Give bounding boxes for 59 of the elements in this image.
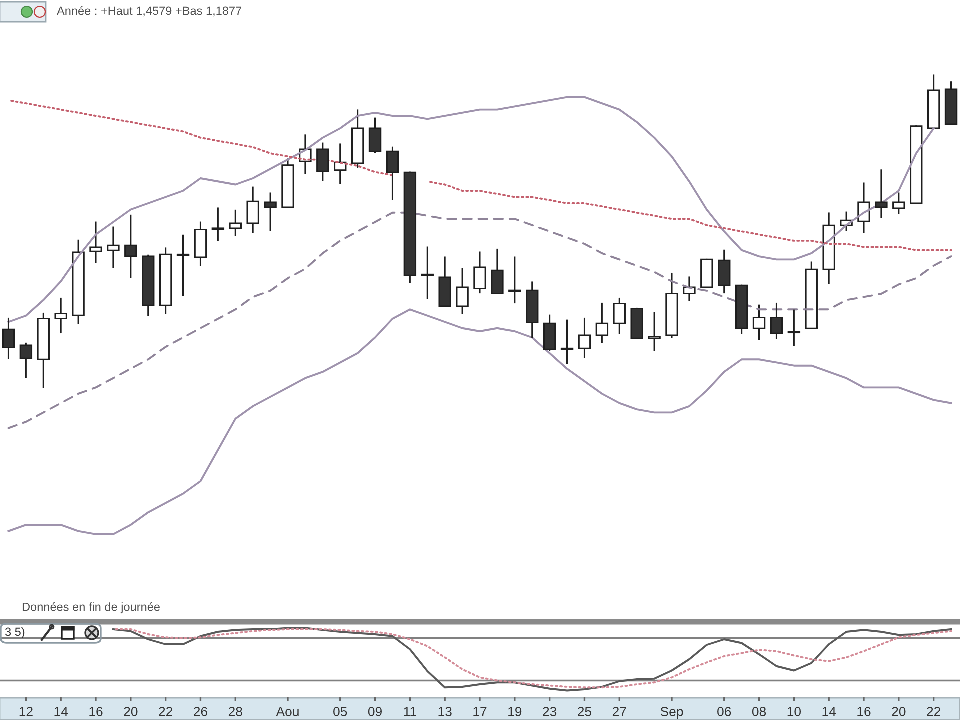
candlestick	[2, 318, 16, 360]
x-tick-label: 23	[543, 707, 557, 716]
x-tick-label: 14	[54, 707, 68, 716]
candlestick	[474, 252, 486, 294]
x-tick-label: 11	[404, 707, 416, 716]
x-tick-label: 20	[892, 707, 906, 716]
candlestick	[858, 182, 870, 234]
chart-title: 3 5)	[5, 627, 25, 638]
x-tick-label: 10	[788, 707, 802, 716]
x-tick-label: 13	[438, 707, 452, 716]
x-tick-label: 09	[368, 707, 382, 716]
x-tick-label: 12	[20, 707, 33, 716]
candlestick	[578, 318, 592, 358]
candlestick	[491, 248, 504, 294]
x-tick-label: 06	[718, 707, 732, 716]
x-tick-label: 05	[334, 707, 348, 716]
candlestick	[648, 312, 661, 352]
candlestick	[20, 342, 33, 378]
x-tick-label: 27	[612, 707, 626, 716]
candlestick	[508, 256, 522, 304]
candlestick	[788, 310, 801, 346]
x-tick-label: 26	[194, 707, 208, 716]
candlestick	[613, 298, 626, 334]
x-tick-label: 17	[474, 707, 487, 716]
candlestick	[560, 320, 574, 364]
candlestick	[107, 226, 120, 268]
x-tick-label: 20	[124, 707, 138, 716]
x-tick-label: 25	[578, 707, 592, 716]
candlestick	[368, 118, 382, 154]
x-tick-label: Aou	[276, 707, 299, 716]
candlestick	[770, 302, 784, 340]
candlestick	[752, 304, 766, 340]
candlestick	[229, 210, 242, 236]
x-tick-label: 22	[159, 707, 172, 716]
candlestick	[456, 268, 469, 314]
candlestick	[421, 246, 434, 300]
candlestick	[596, 302, 609, 344]
text: Données en fin de journée	[22, 602, 160, 614]
candlestick	[683, 276, 696, 302]
candlestick	[264, 192, 277, 232]
x-tick-label: 16	[858, 707, 871, 716]
x-tick-label: 28	[228, 707, 242, 716]
x-tick-label: 08	[752, 707, 766, 716]
candlestick	[875, 170, 888, 218]
x-tick-label: Sep	[660, 707, 684, 720]
candlestick	[90, 222, 102, 264]
candlestick	[212, 208, 225, 242]
text: Année : +Haut 1,4579 +Bas 1,1877	[57, 6, 242, 17]
x-tick-label: 16	[90, 707, 103, 716]
x-tick-label: 14	[822, 707, 836, 716]
candlestick	[892, 192, 906, 214]
candlestick	[316, 142, 330, 182]
candlestick	[124, 214, 138, 278]
candlestick	[54, 298, 68, 334]
x-tick-label: 19	[508, 707, 522, 716]
x-tick-label: 22	[927, 707, 940, 716]
candlestick	[386, 146, 400, 200]
candlestick	[176, 234, 190, 296]
candlestick	[246, 186, 260, 234]
